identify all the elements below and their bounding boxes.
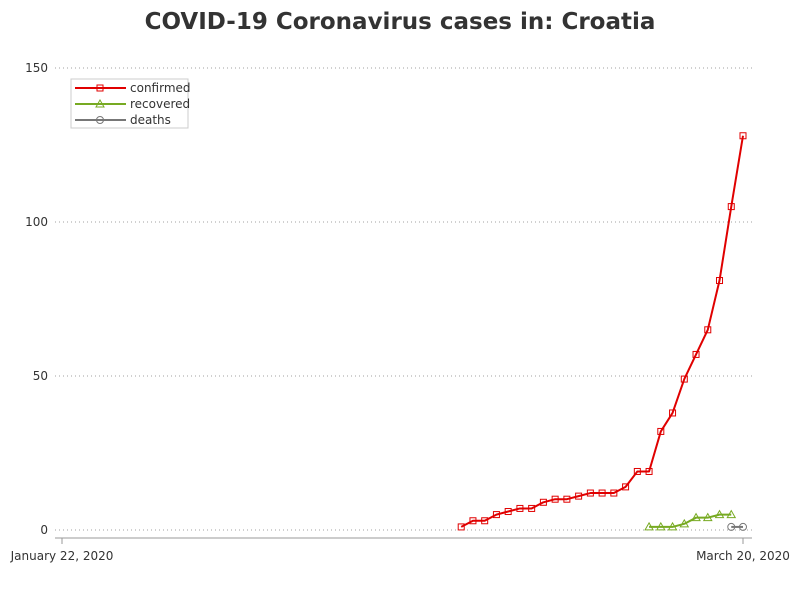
chart-title: COVID-19 Coronavirus cases in: Croatia: [144, 9, 656, 35]
confirmed-point-9: [563, 495, 571, 503]
y-tick-label-0: 0: [40, 523, 48, 537]
series-line-confirmed: [460, 135, 744, 528]
confirmed-point-16: [645, 467, 653, 475]
recovered-point-3: [679, 518, 690, 528]
confirmed-point-11: [586, 489, 594, 497]
legend-label-deaths: deaths: [130, 113, 171, 127]
confirmed-point-20: [692, 350, 700, 358]
confirmed-point-23: [727, 203, 735, 211]
legend-item-recovered[interactable]: recovered: [75, 97, 190, 111]
confirmed-point-2: [481, 517, 489, 525]
series-confirmed: [457, 132, 747, 531]
recovered-point-5: [702, 512, 713, 522]
series-recovered: [644, 509, 737, 531]
confirmed-point-3: [492, 511, 500, 519]
confirmed-point-19: [680, 375, 688, 383]
legend-label-recovered: recovered: [130, 97, 190, 111]
confirmed-point-1: [469, 517, 477, 525]
confirmed-point-13: [610, 489, 618, 497]
recovered-point-7: [726, 509, 737, 519]
recovered-point-4: [691, 512, 701, 522]
grid-layer: 0 50 100 150: [25, 61, 752, 537]
confirmed-point-0: [457, 523, 465, 531]
series-line-recovered: [649, 513, 732, 528]
confirmed-point-6: [528, 504, 536, 512]
x-tick-label-start: January 22, 2020: [10, 549, 114, 563]
recovered-point-0: [644, 521, 654, 531]
confirmed-point-21: [704, 326, 712, 334]
legend-marker-recovered: [95, 98, 105, 108]
legend-marker-deaths: [96, 116, 104, 124]
confirmed-point-17: [657, 427, 665, 435]
confirmed-point-22: [716, 277, 724, 285]
series-layer: [457, 132, 747, 531]
confirmed-point-7: [539, 498, 547, 506]
confirmed-point-18: [669, 409, 677, 417]
recovered-point-1: [655, 521, 666, 531]
x-tick-label-end: March 20, 2020: [696, 549, 790, 563]
legend-marker-confirmed: [96, 84, 104, 92]
legend[interactable]: confirmed recovered deaths: [70, 78, 191, 129]
series-deaths: [727, 522, 747, 531]
confirmed-point-24: [739, 132, 747, 140]
confirmed-point-14: [622, 483, 630, 491]
confirmed-point-12: [598, 489, 606, 497]
recovered-point-2: [667, 521, 678, 531]
legend-label-confirmed: confirmed: [130, 81, 191, 95]
y-tick-label-50: 50: [33, 369, 48, 383]
confirmed-point-10: [575, 492, 583, 500]
legend-item-confirmed[interactable]: confirmed: [75, 81, 191, 95]
legend-item-deaths[interactable]: deaths: [75, 113, 171, 127]
y-tick-label-150: 150: [25, 61, 48, 75]
confirmed-point-4: [504, 508, 512, 516]
y-tick-label-100: 100: [25, 215, 48, 229]
recovered-point-6: [714, 509, 725, 519]
confirmed-point-5: [516, 504, 524, 512]
deaths-point-0: [727, 522, 736, 531]
confirmed-point-15: [633, 467, 641, 475]
deaths-point-1: [739, 522, 747, 531]
confirmed-point-8: [551, 495, 559, 503]
